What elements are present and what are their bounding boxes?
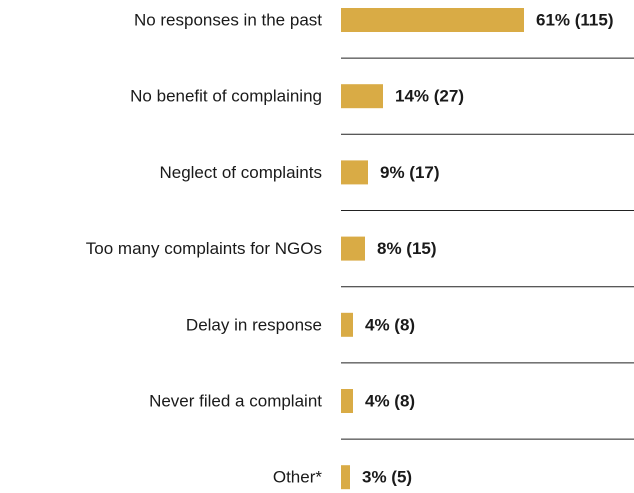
category-label: Too many complaints for NGOs (86, 239, 322, 258)
bar (341, 160, 368, 185)
category-label: Delay in response (186, 315, 322, 334)
bar (341, 465, 350, 490)
value-label: 3% (5) (362, 468, 412, 487)
category-label: No responses in the past (134, 10, 322, 29)
value-label: 4% (8) (365, 315, 415, 334)
value-label: 14% (27) (395, 87, 464, 106)
bar (341, 8, 524, 32)
value-label: 8% (15) (377, 239, 437, 258)
bar (341, 84, 383, 109)
value-label: 4% (8) (365, 391, 415, 410)
bar (341, 389, 353, 413)
value-label: 9% (17) (380, 163, 440, 182)
category-label: Other* (273, 468, 323, 487)
value-label: 61% (115) (536, 10, 614, 29)
category-label: Never filed a complaint (149, 391, 322, 410)
bar (341, 236, 365, 261)
bar (341, 312, 353, 337)
category-label: No benefit of complaining (130, 87, 322, 106)
category-label: Neglect of complaints (159, 163, 322, 182)
